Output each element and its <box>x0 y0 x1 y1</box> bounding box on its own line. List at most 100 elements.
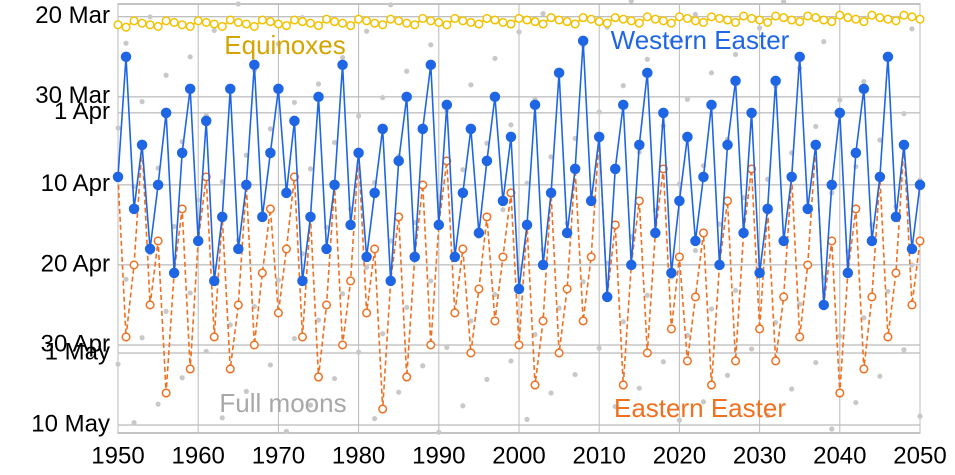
series-point <box>626 259 637 271</box>
series-point <box>706 380 717 390</box>
full-moon-point <box>837 97 843 103</box>
series-point <box>714 13 725 23</box>
full-moon-point <box>909 26 915 32</box>
full-moon-point <box>668 38 674 44</box>
series-point <box>338 18 348 28</box>
full-moon-point <box>315 317 322 323</box>
full-moon-point <box>428 278 434 284</box>
series-point <box>682 356 692 366</box>
series-point <box>184 83 196 95</box>
full-moon-point <box>275 277 281 283</box>
series-point <box>586 14 596 24</box>
full-moon-point <box>315 81 322 87</box>
full-moon-point <box>644 56 650 62</box>
series-point <box>217 211 228 223</box>
full-moon-point <box>492 55 498 62</box>
x-tick-label: 2040 <box>813 442 866 469</box>
series-point <box>755 15 765 25</box>
series-point <box>129 260 139 270</box>
series-point <box>843 13 853 23</box>
full-moon-point <box>179 375 185 381</box>
series-point <box>177 20 187 30</box>
series-point <box>209 19 219 29</box>
series-point <box>362 308 372 318</box>
series-point <box>698 228 709 238</box>
series-point <box>338 340 348 350</box>
full-moon-point <box>829 426 835 432</box>
full-moon-point <box>917 413 923 419</box>
series-point <box>402 372 412 382</box>
series-point <box>161 388 171 398</box>
series-point <box>554 348 564 358</box>
series-point <box>787 15 797 25</box>
series-point <box>674 12 684 22</box>
series-point <box>722 196 733 206</box>
series-point <box>682 131 693 143</box>
full-moon-point <box>331 139 338 146</box>
series-point <box>874 171 886 183</box>
y-tick-label: 30 Mar <box>35 82 110 109</box>
series-point <box>257 211 268 223</box>
series-point <box>217 21 227 31</box>
y-tick-label: 20 Apr <box>41 250 110 277</box>
series-point <box>747 13 757 23</box>
full-moon-point <box>548 390 554 396</box>
series-point <box>442 20 452 30</box>
series-point <box>650 14 660 24</box>
series-point <box>898 139 910 151</box>
x-tick-label: 1980 <box>332 442 385 469</box>
series-point <box>273 83 284 95</box>
full-moon-point <box>275 41 281 47</box>
full-moon-point <box>901 347 907 353</box>
series-point <box>346 276 356 286</box>
full-moon-point <box>396 389 402 395</box>
series-point <box>482 13 492 23</box>
series-point <box>176 147 188 159</box>
series-point <box>851 14 861 24</box>
series-point <box>313 91 324 103</box>
series-point <box>289 172 299 182</box>
full-moon-point <box>404 304 410 310</box>
series-point <box>185 21 195 31</box>
series-point <box>730 356 741 366</box>
series-point <box>578 316 588 326</box>
series-point <box>883 14 893 24</box>
full-moon-point <box>684 96 691 102</box>
series-point <box>289 115 300 127</box>
x-tick-label: 2030 <box>733 442 786 469</box>
series-point <box>393 155 404 167</box>
series-point <box>441 99 453 111</box>
series-point <box>273 308 283 318</box>
series-point <box>529 99 541 111</box>
series-point <box>763 17 773 27</box>
series-point <box>746 107 757 119</box>
series-point <box>145 20 155 30</box>
series-point <box>546 13 556 23</box>
series-point <box>474 284 484 294</box>
full-moon-point <box>468 82 474 88</box>
full-moon-point <box>508 122 514 128</box>
full-moon-point <box>123 276 129 282</box>
series-point <box>602 18 612 28</box>
full-moon-point <box>147 14 153 20</box>
series-point <box>209 332 219 342</box>
full-moon-point <box>636 385 642 391</box>
series-point <box>601 291 613 303</box>
series-point <box>610 13 620 23</box>
full-moon-point <box>123 40 129 46</box>
y-tick-label: 30 Apr <box>41 330 110 357</box>
series-point <box>490 15 500 25</box>
series-point <box>120 51 132 63</box>
series-point <box>642 12 652 22</box>
series-point <box>201 17 211 27</box>
series-point <box>642 67 653 79</box>
series-point <box>192 235 204 247</box>
series-point <box>835 10 845 20</box>
full-moon-point <box>708 306 715 312</box>
series-point <box>658 107 669 119</box>
full-moon-point <box>131 419 137 426</box>
series-point <box>297 332 308 342</box>
series-point <box>794 51 805 63</box>
series-point <box>450 308 460 318</box>
full-moon-point <box>548 154 554 160</box>
